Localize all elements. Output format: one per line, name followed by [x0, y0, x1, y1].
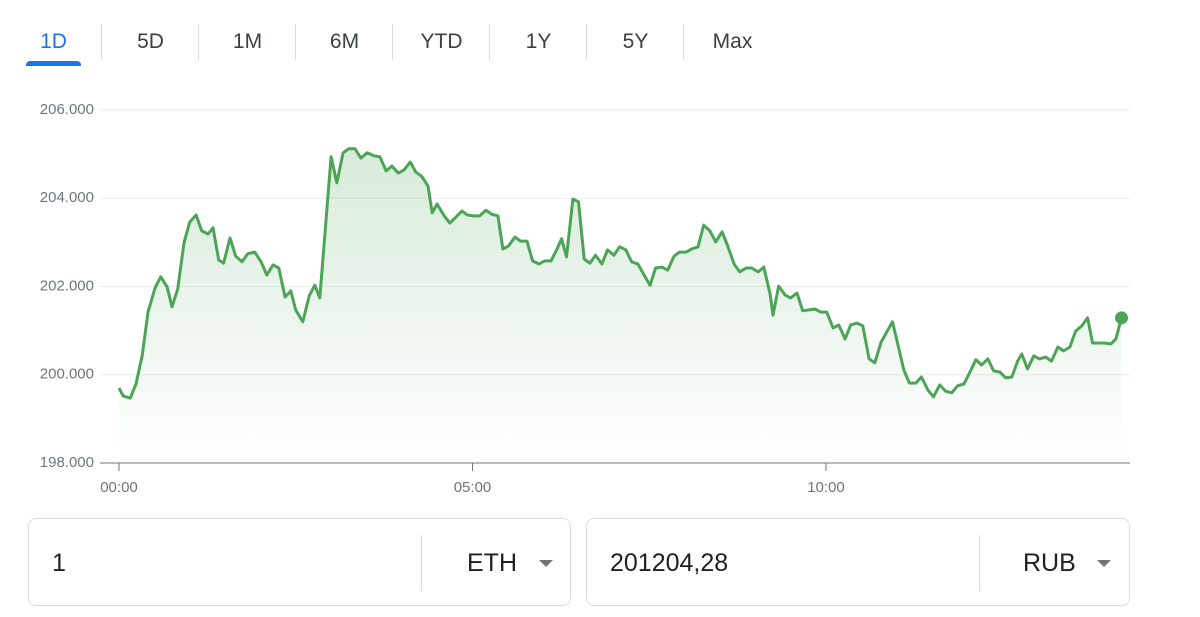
- to-amount[interactable]: 201204,28: [610, 549, 729, 577]
- range-tab[interactable]: 1D: [5, 22, 102, 66]
- range-tabs: 1D 5D 1M 6M YTD 1Y 5Y Max: [5, 22, 781, 66]
- divider: [979, 535, 980, 591]
- dropdown-arrow[interactable]: [1097, 560, 1111, 567]
- x-tick-label: 05:00: [454, 479, 492, 496]
- area: [119, 148, 1122, 464]
- from-currency[interactable]: ETH: [467, 549, 517, 577]
- x-tick-label: 10:00: [807, 479, 845, 496]
- chart: 198.000 200.000 202.000 204.000 206.000 00:00…: [40, 101, 1130, 496]
- divider: [421, 535, 422, 591]
- y-tick-label: 204.000: [40, 189, 94, 206]
- dropdown-arrow[interactable]: [539, 560, 553, 567]
- from-box[interactable]: 1 ETH: [28, 518, 571, 606]
- y-tick-label: 200.000: [40, 366, 94, 383]
- from-amount[interactable]: 1: [52, 549, 66, 577]
- to-box[interactable]: 201204,28 RUB: [586, 518, 1130, 606]
- to-currency[interactable]: RUB: [1023, 549, 1076, 577]
- range-tab[interactable]: YTD: [393, 22, 490, 62]
- last-point: [1115, 311, 1129, 325]
- y-tick-label: 202.000: [40, 277, 94, 294]
- range-tab[interactable]: Max: [712, 30, 753, 53]
- y-tick-label: 198.000: [40, 454, 94, 471]
- range-tab[interactable]: 1M: [199, 22, 296, 62]
- price-line: [117, 147, 1123, 400]
- y-tick-label: 206.000: [40, 101, 94, 118]
- range-tab[interactable]: 6M: [296, 22, 393, 62]
- x-tick-label: 00:00: [100, 479, 138, 496]
- range-tab[interactable]: 5D: [102, 22, 199, 62]
- range-tab[interactable]: 5Y: [587, 22, 684, 62]
- range-tab[interactable]: 1Y: [490, 22, 587, 62]
